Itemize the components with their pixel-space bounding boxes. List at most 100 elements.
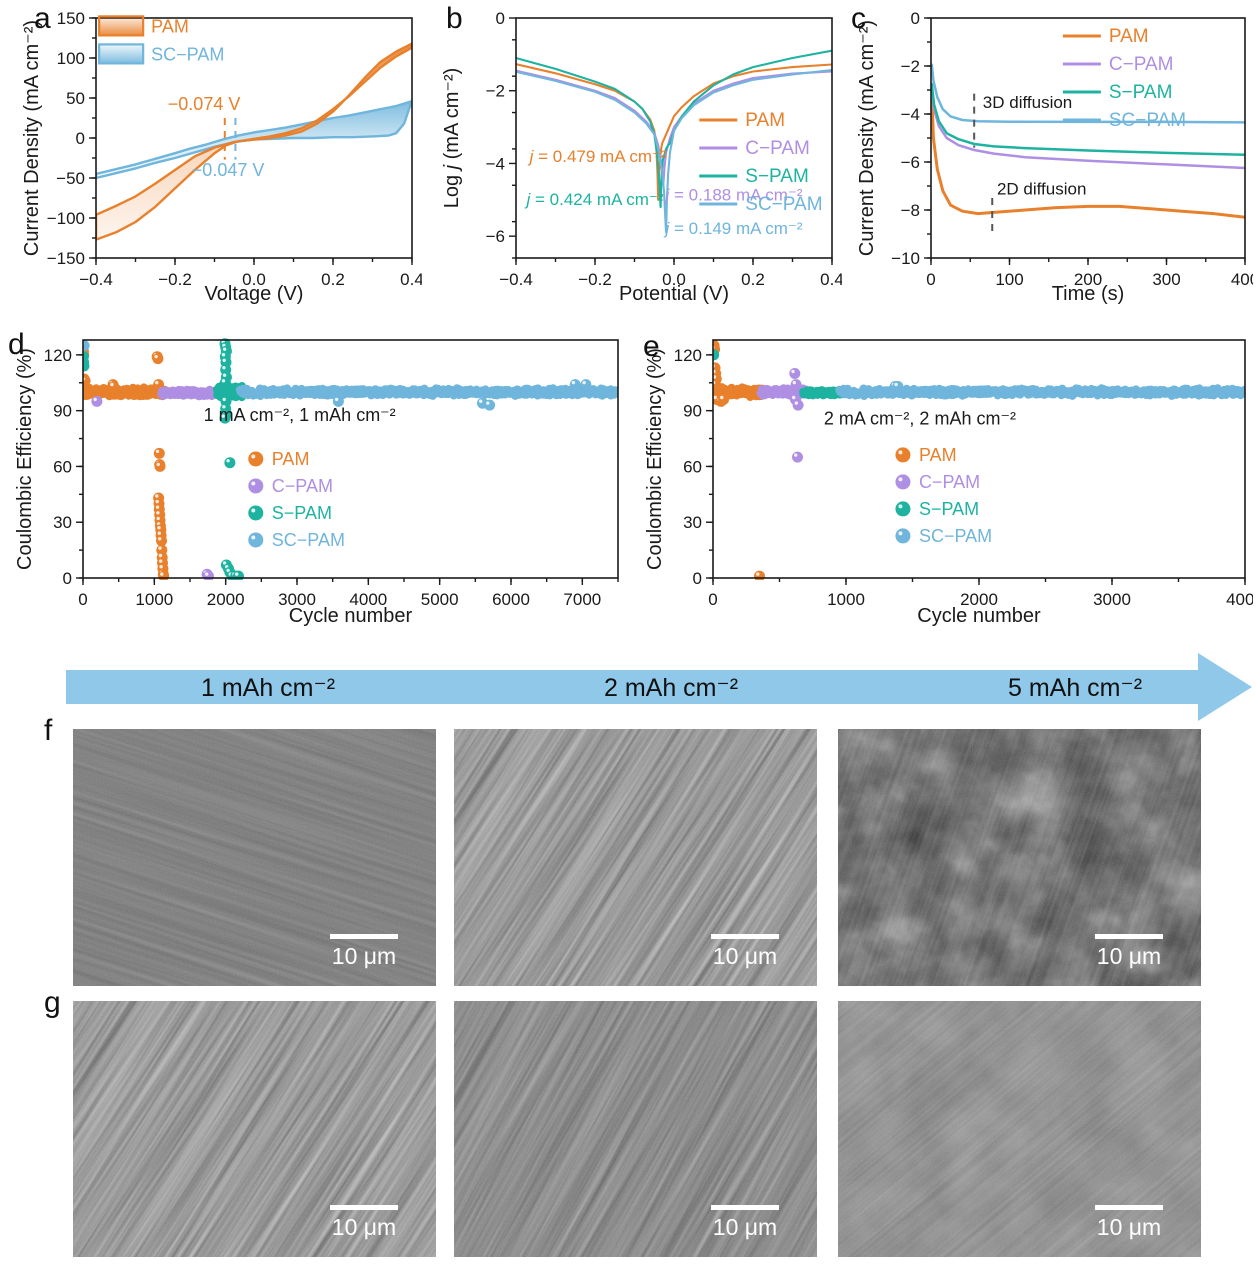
svg-text:−0.4: −0.4	[79, 270, 113, 289]
svg-text:0.0: 0.0	[242, 270, 266, 289]
svg-text:90: 90	[53, 402, 72, 421]
svg-text:S−PAM: S−PAM	[272, 503, 332, 523]
svg-text:0: 0	[911, 9, 920, 28]
svg-text:SC−PAM: SC−PAM	[1109, 110, 1186, 131]
panel-label-g: g	[44, 986, 61, 1019]
svg-text:0.2: 0.2	[741, 270, 765, 289]
svg-text:Cycle number: Cycle number	[289, 605, 413, 627]
sem-image-g-2mAh: 10 μm	[454, 1001, 817, 1257]
svg-text:Log j (mA cm⁻²): Log j (mA cm⁻²)	[441, 68, 463, 209]
svg-text:−6: −6	[901, 153, 920, 172]
scalebar-label: 10 μm	[712, 943, 778, 969]
svg-text:−0.4: −0.4	[499, 270, 533, 289]
scalebar-bar	[330, 1205, 398, 1210]
svg-text:−6: −6	[486, 227, 505, 246]
scalebar-label: 10 μm	[331, 943, 397, 969]
svg-text:−2: −2	[901, 57, 920, 76]
svg-text:Coulombic Efficiency (%): Coulombic Efficiency (%)	[14, 348, 36, 570]
scalebar: 10 μm	[697, 1205, 793, 1241]
sem-f-2mAh-texture	[454, 729, 817, 986]
svg-text:6000: 6000	[492, 590, 530, 609]
svg-text:j = 0.149 mA cm⁻²: j = 0.149 mA cm⁻²	[664, 219, 803, 238]
svg-text:C−PAM: C−PAM	[919, 472, 980, 492]
sem-image-g-5mAh: 10 μm	[838, 1001, 1201, 1257]
panel-label-a: a	[34, 2, 51, 35]
svg-text:300: 300	[1152, 270, 1180, 289]
svg-text:2000: 2000	[207, 590, 245, 609]
sem-image-f-2mAh: 10 μm	[454, 729, 817, 986]
svg-text:PAM: PAM	[272, 449, 310, 469]
svg-text:2D diffusion: 2D diffusion	[997, 179, 1086, 198]
panel-label-e: e	[643, 330, 660, 363]
svg-text:Time (s): Time (s)	[1052, 283, 1125, 305]
svg-text:60: 60	[53, 457, 72, 476]
svg-text:Voltage (V): Voltage (V)	[205, 283, 304, 305]
scalebar: 10 μm	[1081, 1205, 1177, 1241]
svg-text:3D diffusion: 3D diffusion	[983, 93, 1072, 112]
svg-text:S−PAM: S−PAM	[745, 166, 809, 187]
svg-text:3000: 3000	[278, 590, 316, 609]
svg-text:4000: 4000	[349, 590, 387, 609]
panel-b-tafel: −0.4 −0.2 0.0 0.2 0.4 0 −2 −4 −6 Potential (V) Log…	[428, 4, 844, 316]
svg-text:PAM: PAM	[745, 110, 785, 131]
svg-text:Current Density (mA cm⁻²): Current Density (mA cm⁻²)	[21, 20, 43, 256]
svg-text:−100: −100	[47, 209, 85, 228]
svg-text:S−PAM: S−PAM	[919, 499, 979, 519]
scalebar-bar	[330, 934, 398, 939]
sem-image-f-1mAh: 10 μm	[73, 729, 436, 986]
svg-text:2000: 2000	[960, 590, 998, 609]
svg-text:4000: 4000	[1226, 590, 1253, 609]
sem-image-f-5mAh: 10 μm	[838, 729, 1201, 986]
ce-chart-2mA-svg: 0 1000 2000 3000 4000 0 30 60 90 120 Cycle number C…	[644, 339, 1257, 627]
svg-text:PAM: PAM	[1109, 26, 1149, 47]
panel-a-cv: −0.4 −0.2 0.0 0.2 0.4 −150 −100 −50 0 50 100 150 Vol…	[8, 2, 424, 316]
svg-text:2 mA cm⁻², 2 mAh cm⁻²: 2 mA cm⁻², 2 mAh cm⁻²	[824, 408, 1016, 428]
svg-text:C−PAM: C−PAM	[1109, 54, 1174, 75]
svg-text:0: 0	[496, 9, 505, 28]
sem-image-g-1mAh: 10 μm	[73, 1001, 436, 1257]
svg-text:0: 0	[926, 270, 935, 289]
panel-c-ca: 0 100 200 300 400 0 −2 −4 −6 −8 −10 Time (s) Current…	[843, 4, 1257, 316]
arrow-label-2mAh: 2 mAh cm⁻²	[603, 674, 739, 702]
scalebar: 10 μm	[316, 934, 412, 970]
svg-text:−150: −150	[47, 249, 85, 268]
scalebar-bar	[1095, 934, 1163, 939]
svg-text:0: 0	[78, 590, 87, 609]
arrow-polygon	[66, 653, 1252, 721]
sem-f-5mAh-texture	[838, 729, 1201, 986]
svg-text:−0.2: −0.2	[578, 270, 612, 289]
svg-text:Current Density (mA cm⁻²): Current Density (mA cm⁻²)	[856, 20, 878, 256]
svg-text:−10: −10	[891, 249, 920, 268]
svg-text:1000: 1000	[135, 590, 173, 609]
panel-e-ce: 0 1000 2000 3000 4000 0 30 60 90 120 Cycle number C…	[635, 326, 1257, 638]
svg-text:−2: −2	[486, 82, 505, 101]
sem-g-5mAh-texture	[838, 1001, 1201, 1257]
panel-label-f: f	[44, 714, 53, 747]
svg-text:j = 0.479 mA cm⁻²: j = 0.479 mA cm⁻²	[528, 147, 667, 166]
svg-text:3000: 3000	[1093, 590, 1131, 609]
svg-text:400: 400	[1231, 270, 1253, 289]
svg-text:PAM: PAM	[919, 445, 957, 465]
capacity-arrow: 1 mAh cm⁻² 2 mAh cm⁻² 5 mAh cm⁻²	[66, 650, 1253, 724]
svg-text:100: 100	[995, 270, 1023, 289]
svg-text:Coulombic Efficiency (%): Coulombic Efficiency (%)	[644, 348, 666, 570]
svg-text:0.4: 0.4	[400, 270, 422, 289]
svg-text:−50: −50	[56, 169, 85, 188]
svg-text:SC−PAM: SC−PAM	[272, 530, 345, 550]
svg-text:5000: 5000	[421, 590, 459, 609]
arrow-shape	[66, 653, 1252, 721]
tafel-chart: −0.4 −0.2 0.0 0.2 0.4 0 −2 −4 −6 Potential (V) Log…	[428, 4, 844, 316]
svg-text:120: 120	[674, 346, 702, 365]
svg-text:30: 30	[53, 513, 72, 532]
ca-chart-svg: 0 100 200 300 400 0 −2 −4 −6 −8 −10 Time (s) Current…	[856, 9, 1257, 305]
svg-text:SC−PAM: SC−PAM	[919, 526, 992, 546]
sem-g-1mAh-texture	[73, 1001, 436, 1257]
svg-text:200: 200	[1074, 270, 1102, 289]
svg-text:150: 150	[57, 9, 85, 28]
svg-text:Cycle number: Cycle number	[917, 605, 1041, 627]
svg-text:0: 0	[693, 569, 702, 588]
scalebar-label: 10 μm	[331, 1214, 397, 1240]
ca-chart: 0 100 200 300 400 0 −2 −4 −6 −8 −10 Time (s) Current…	[843, 4, 1257, 316]
svg-text:−0.047 V: −0.047 V	[192, 160, 265, 180]
